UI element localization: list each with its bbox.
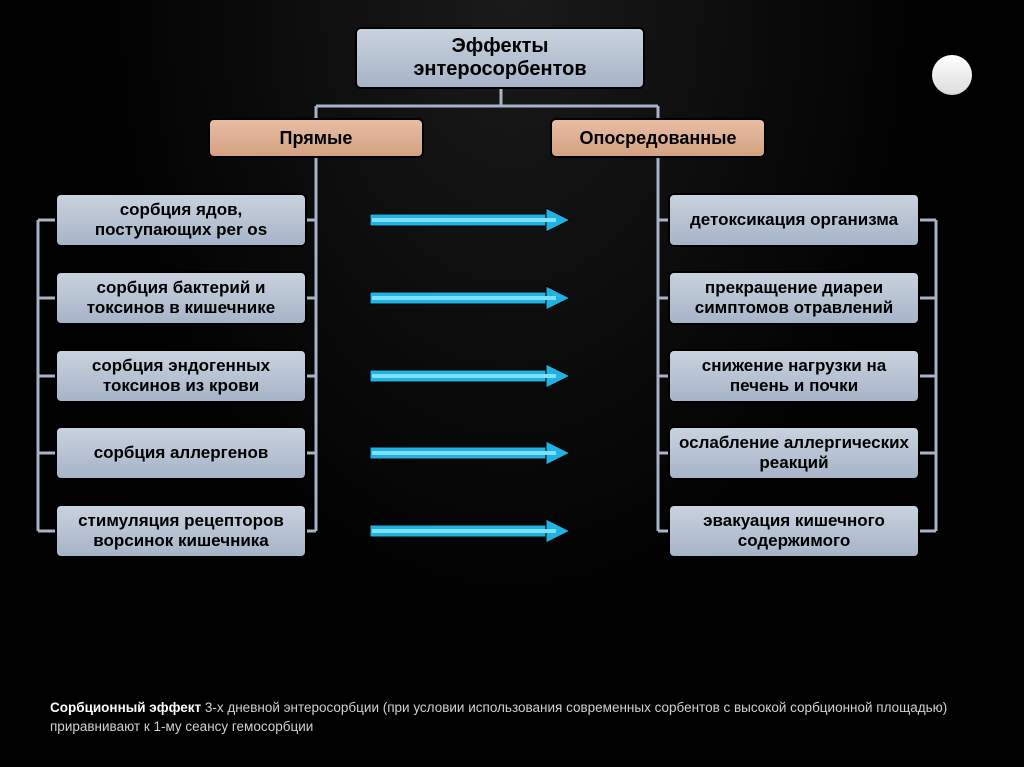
category-left-label: Прямые bbox=[280, 128, 353, 149]
title-line2: энтеросорбентов bbox=[413, 58, 586, 80]
category-right-label: Опосредованные bbox=[579, 128, 736, 149]
category-right: Опосредованные bbox=[550, 118, 766, 158]
right-item-4: эвакуация кишечного содержимого bbox=[668, 504, 920, 558]
footer-note: Сорбционный эффект 3-х дневной энтеросор… bbox=[50, 699, 964, 737]
footer-bold: Сорбционный эффект bbox=[50, 700, 205, 715]
left-item-2: сорбция эндогенных токсинов из крови bbox=[55, 349, 307, 403]
left-item-3: сорбция аллергенов bbox=[55, 426, 307, 480]
diagram-canvas: Эффекты энтеросорбентов Прямые Опосредов… bbox=[0, 0, 1024, 640]
title-box: Эффекты энтеросорбентов bbox=[355, 27, 645, 89]
right-item-2: снижение нагрузки на печень и почки bbox=[668, 349, 920, 403]
right-item-1: прекращение диареи симптомов отравлений bbox=[668, 271, 920, 325]
title-line1: Эффекты bbox=[452, 35, 549, 57]
right-item-3: ослабление аллергических реакций bbox=[668, 426, 920, 480]
left-item-1: сорбция бактерий и токсинов в кишечнике bbox=[55, 271, 307, 325]
left-item-0: сорбция ядов, поступающих per os bbox=[55, 193, 307, 247]
left-item-4: стимуляция рецепторов ворсинок кишечника bbox=[55, 504, 307, 558]
category-left: Прямые bbox=[208, 118, 424, 158]
right-item-0: детоксикация организма bbox=[668, 193, 920, 247]
